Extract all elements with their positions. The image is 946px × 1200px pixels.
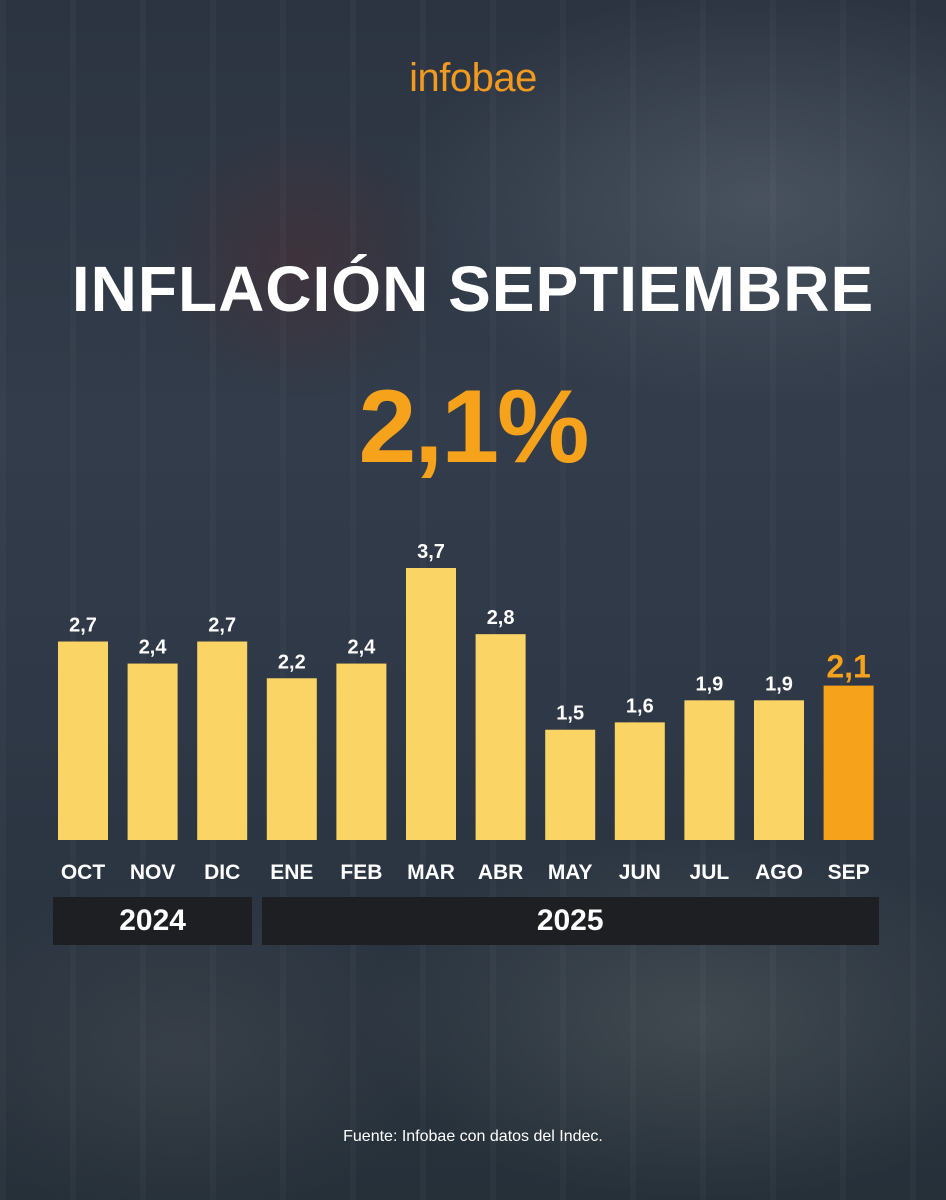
value-label-mar: 3,7: [417, 541, 445, 563]
category-label-mar: MAR: [407, 861, 455, 884]
category-label-ago: AGO: [755, 861, 803, 884]
value-label-nov: 2,4: [139, 637, 168, 659]
category-label-dic: DIC: [204, 861, 240, 884]
bar-ene: [266, 678, 317, 840]
bar-mar: [406, 568, 456, 840]
bar-jul: [684, 700, 735, 840]
bar-dic: [197, 641, 248, 840]
year-label-2024: 2024: [53, 897, 253, 945]
infobae-logo: infobae: [409, 56, 537, 100]
category-label-oct: OCT: [61, 861, 106, 884]
category-label-jun: JUN: [619, 861, 661, 884]
headline-value: 2,1%: [358, 369, 589, 485]
bar-abr: [475, 634, 526, 840]
page-title: INFLACIÓN SEPTIEMBRE: [71, 253, 875, 325]
bar-feb: [336, 663, 387, 840]
value-label-oct: 2,7: [69, 615, 97, 637]
category-label-feb: FEB: [340, 861, 382, 884]
value-label-abr: 2,8: [487, 607, 515, 629]
value-label-sep: 2,1: [826, 649, 870, 685]
value-label-may: 1,5: [556, 703, 584, 725]
value-label-jul: 1,9: [695, 673, 723, 695]
category-label-nov: NOV: [130, 861, 176, 884]
bar-may: [545, 729, 596, 840]
value-label-ene: 2,2: [278, 651, 306, 673]
bar-ago: [754, 700, 804, 840]
category-label-ene: ENE: [270, 861, 313, 884]
category-label-abr: ABR: [478, 861, 524, 884]
source-note: Fuente: Infobae con datos del Indec.: [343, 1128, 603, 1145]
bar-oct: [58, 641, 108, 840]
value-label-ago: 1,9: [765, 673, 793, 695]
bar-jun: [614, 722, 665, 840]
category-label-jul: JUL: [690, 861, 730, 884]
value-label-dic: 2,7: [208, 615, 236, 637]
value-label-jun: 1,6: [626, 695, 654, 717]
bar-sep: [823, 685, 874, 840]
year-label-2025: 2025: [261, 897, 879, 945]
value-label-feb: 2,4: [347, 637, 376, 659]
bar-nov: [127, 663, 178, 840]
category-label-sep: SEP: [828, 861, 870, 884]
category-label-may: MAY: [548, 861, 593, 884]
